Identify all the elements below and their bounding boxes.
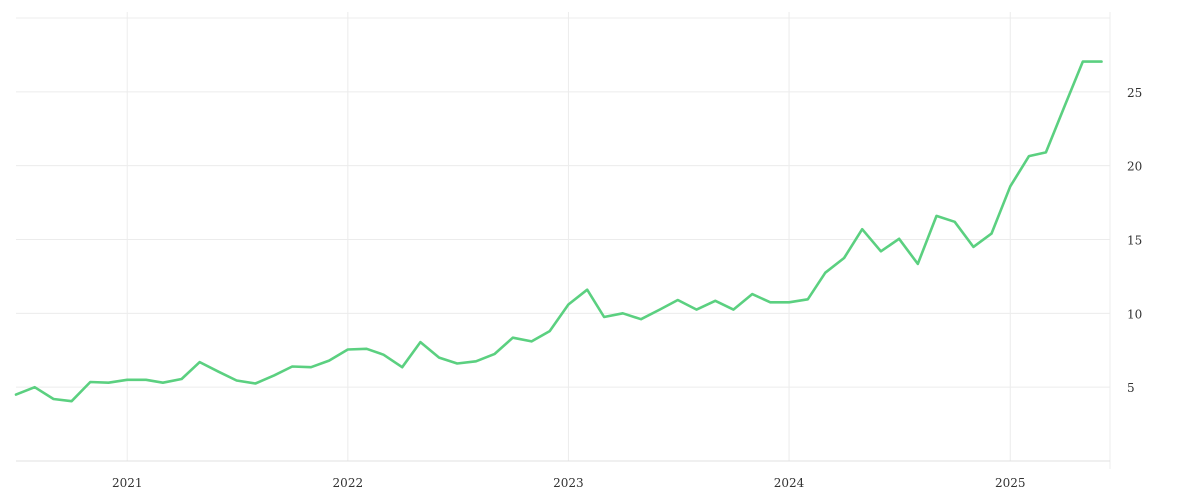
x-tick-label-2023: 2023 xyxy=(553,476,584,490)
y-tick-label-20: 20 xyxy=(1127,160,1142,174)
x-tick-label-2022: 2022 xyxy=(333,476,364,490)
x-tick-label-2025: 2025 xyxy=(995,476,1026,490)
y-tick-label-10: 10 xyxy=(1127,307,1142,321)
x-tick-label-2021: 2021 xyxy=(112,476,143,490)
y-tick-label-5: 5 xyxy=(1127,381,1135,395)
x-tick-label-2024: 2024 xyxy=(774,476,805,490)
series-line-0 xyxy=(14,60,1103,403)
y-tick-label-25: 25 xyxy=(1127,86,1142,100)
y-tick-label-15: 15 xyxy=(1127,234,1142,248)
